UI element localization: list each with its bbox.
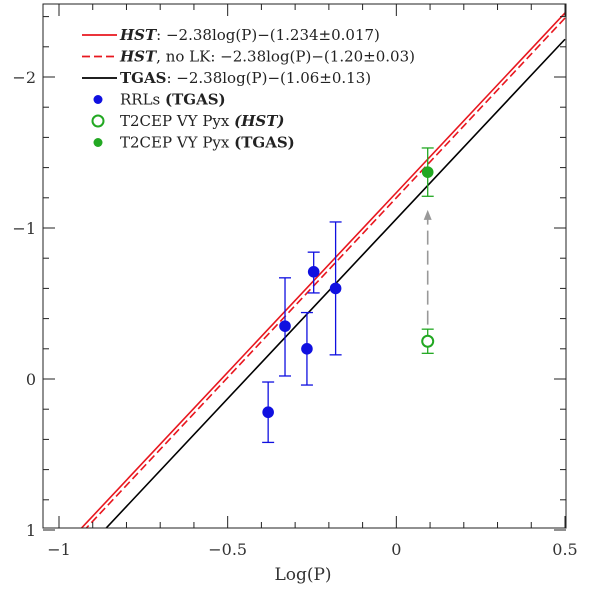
rrl-point [279,277,292,377]
rrl-marker [279,320,291,332]
legend-label: T2CEP VY Pyx (HST) [120,112,285,130]
legend-label: T2CEP VY Pyx (TGAS) [120,134,295,152]
t2cep-hst-point [421,328,435,354]
legend-swatch-marker [93,138,103,147]
legend-swatch-marker [91,114,105,128]
x-axis-title: Log(P) [274,565,331,585]
tgas-fit-line [105,38,566,528]
legend-item-t2cep-hst: T2CEP VY Pyx (HST) [91,112,285,130]
legend-item-t2cep-tgas: T2CEP VY Pyx (TGAS) [93,134,295,152]
legend-item-rrl: RRLs (TGAS) [93,91,226,109]
rrl-marker [329,282,342,295]
legend-label: HST, no LK: −2.38log(P)−(1.20±0.03) [119,48,415,66]
axis-ticks: −1 −0.5 0 0.5 1 0 −1 −2 [12,4,578,559]
x-tick-label: −1 [47,540,71,559]
data-points [262,147,435,444]
shift-arrow-head [423,209,432,220]
x-tick-label: −0.5 [208,540,247,559]
rrl-point [262,381,275,444]
y-tick-label: −1 [12,219,36,238]
legend-item-hst: HST: −2.38log(P)−(1.234±0.017) [82,26,380,44]
rrl-point [307,251,320,294]
hst-nolk-fit-line [85,17,566,528]
legend-swatch-marker [93,95,103,104]
y-tick-label: 0 [26,370,36,389]
rrl-marker [307,265,320,278]
legend-item-tgas: TGAS: −2.38log(P)−(1.06±0.13) [82,69,371,87]
y-tick-label: −2 [12,68,36,87]
rrl-marker [301,343,313,355]
plot-frame [42,3,567,529]
fit-lines [80,12,566,528]
y-tick-label: 1 [26,521,36,540]
rrl-point [329,221,342,356]
t2cep-hst-marker [421,334,435,348]
hst-fit-line [80,12,566,528]
legend: HST: −2.38log(P)−(1.234±0.017) HST, no LK… [82,26,415,152]
legend-label: HST: −2.38log(P)−(1.234±0.017) [119,26,380,44]
legend-label: TGAS: −2.38log(P)−(1.06±0.13) [120,69,371,87]
x-tick-label: 0 [391,540,401,559]
x-tick-label: 0.5 [552,540,577,559]
rrl-point [300,311,313,386]
t2cep-tgas-point [421,147,434,197]
legend-item-hst-nolk: HST, no LK: −2.38log(P)−(1.20±0.03) [82,48,415,66]
t2cep-tgas-marker [421,166,434,178]
rrl-marker [262,406,274,419]
legend-label: RRLs (TGAS) [120,91,226,109]
